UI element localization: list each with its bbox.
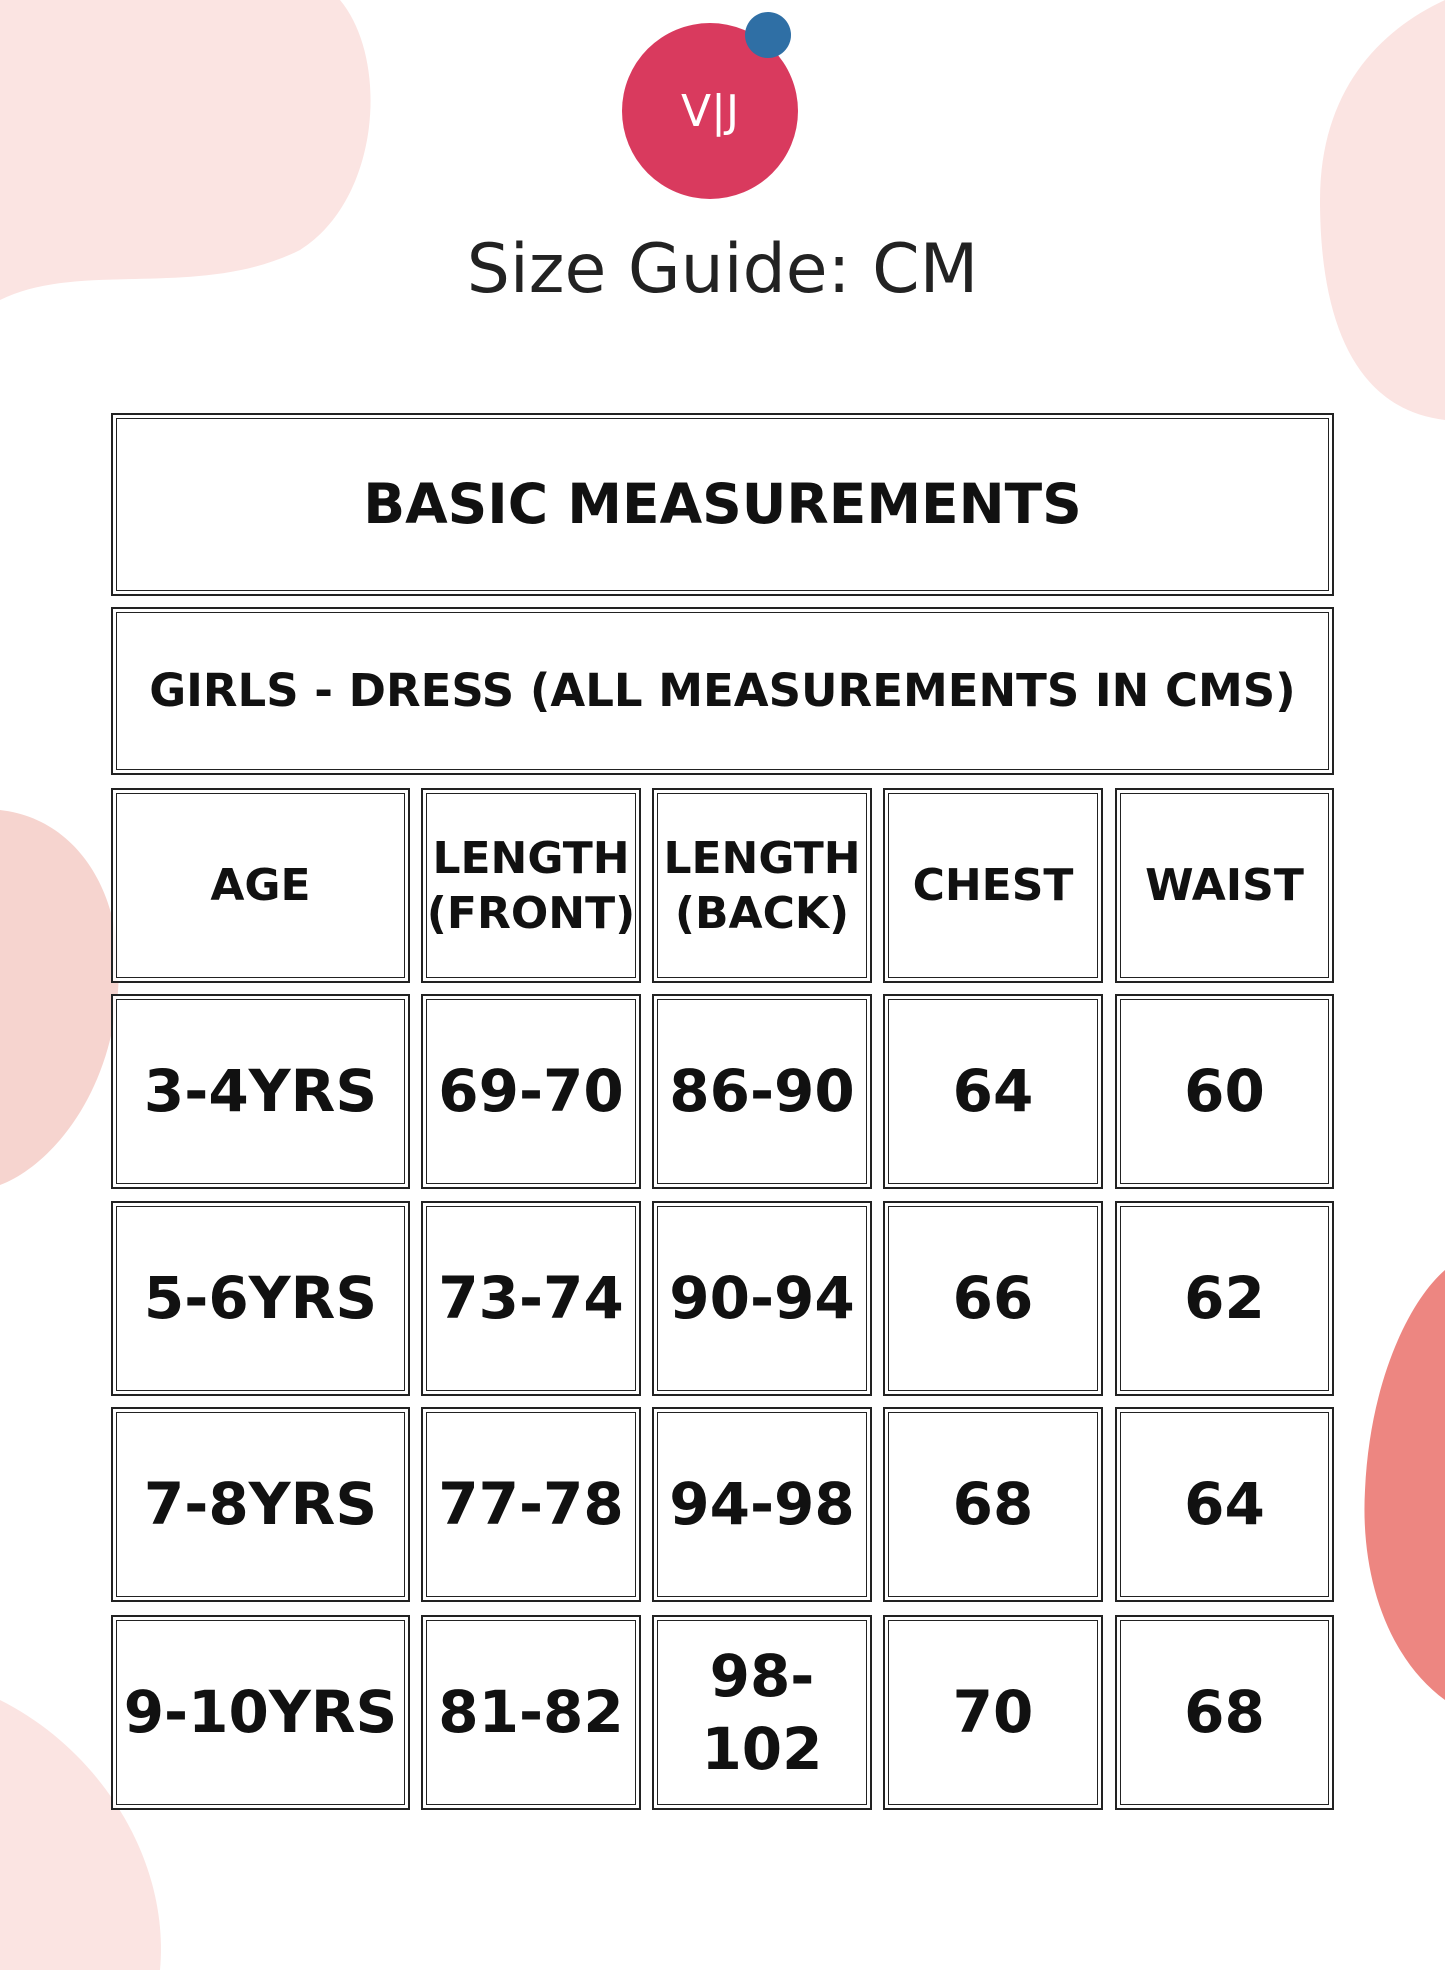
table-cell: 81-82	[421, 1615, 641, 1810]
column-header: LENGTH (BACK)	[652, 788, 872, 983]
table-cell: 90-94	[652, 1201, 872, 1396]
table-cell: 9-10YRS	[111, 1615, 410, 1810]
table-subtitle: GIRLS - DRESS (ALL MEASUREMENTS IN CMS)	[111, 607, 1334, 775]
table-cell: 69-70	[421, 994, 641, 1189]
logo-dot	[745, 12, 791, 58]
table-cell: 86-90	[652, 994, 872, 1189]
table-cell: 64	[883, 994, 1103, 1189]
table-cell: 68	[1115, 1615, 1334, 1810]
table-cell: 77-78	[421, 1407, 641, 1602]
table-cell: 94-98	[652, 1407, 872, 1602]
table-cell: 60	[1115, 994, 1334, 1189]
table-cell: 73-74	[421, 1201, 641, 1396]
column-header: WAIST	[1115, 788, 1334, 983]
column-header: LENGTH (FRONT)	[421, 788, 641, 983]
table-cell: 62	[1115, 1201, 1334, 1396]
table-cell: 64	[1115, 1407, 1334, 1602]
table-cell: 3-4YRS	[111, 994, 410, 1189]
table-cell: 66	[883, 1201, 1103, 1396]
table-cell: 70	[883, 1615, 1103, 1810]
table-cell: 7-8YRS	[111, 1407, 410, 1602]
table-cell: 98-102	[652, 1615, 872, 1810]
table-cell: 68	[883, 1407, 1103, 1602]
page-title: Size Guide: CM	[466, 230, 979, 309]
column-header: AGE	[111, 788, 410, 983]
column-header: CHEST	[883, 788, 1103, 983]
table-title: BASIC MEASUREMENTS	[111, 413, 1334, 596]
table-cell: 5-6YRS	[111, 1201, 410, 1396]
